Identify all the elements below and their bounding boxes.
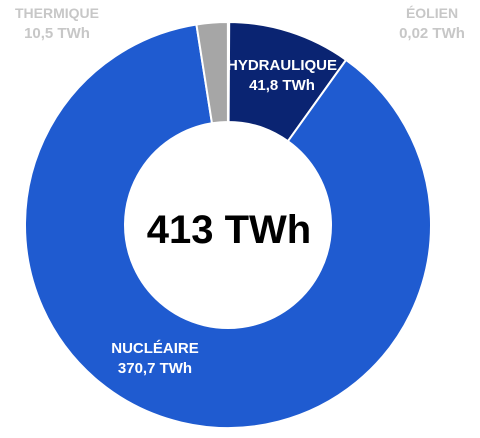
- hydraulique-value-label: 41,8 TWh: [249, 77, 315, 94]
- eolien-slice: [226, 20, 231, 124]
- nucleaire-value-label: 370,7 TWh: [118, 360, 192, 377]
- hydraulique-name-label: HYDRAULIQUE: [227, 57, 337, 74]
- thermique-name-label: THERMIQUE: [15, 5, 99, 21]
- thermique-value-label: 10,5 TWh: [24, 25, 90, 42]
- eolien-value-label: 0,02 TWh: [399, 25, 465, 42]
- donut-slices: [24, 20, 432, 429]
- nucleaire-name-label: NUCLÉAIRE: [111, 340, 199, 357]
- nucleaire-slice: [24, 23, 432, 429]
- eolien-name-label: ÉOLIEN: [406, 5, 458, 21]
- total-label: 413 TWh: [147, 208, 311, 252]
